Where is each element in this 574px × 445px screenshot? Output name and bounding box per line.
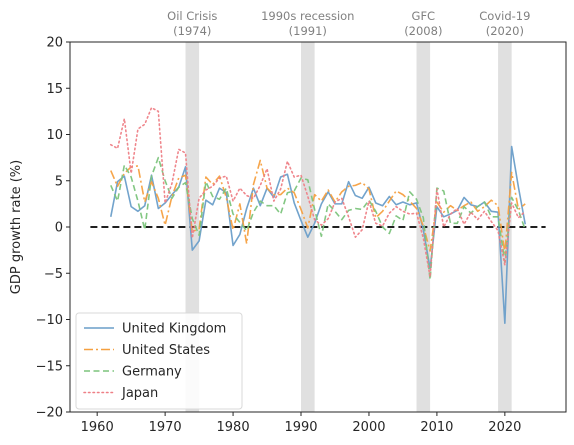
x-tick-label: 1990	[284, 420, 317, 435]
y-tick-label: −20	[36, 406, 63, 421]
legend-label-united-states: United States	[122, 343, 210, 358]
series-line-united-kingdom	[109, 145, 527, 325]
x-tick-label: 2020	[488, 420, 521, 435]
legend-box	[75, 312, 243, 410]
x-tick-label: 1970	[149, 420, 182, 435]
event-label-oil-crisis: Oil Crisis	[167, 9, 217, 23]
event-year-covid-19: (2020)	[486, 24, 524, 38]
series-line-germany	[110, 156, 526, 281]
legend: United Kingdom United States Germany Japan	[75, 312, 243, 410]
legend-label-united-kingdom: United Kingdom	[122, 322, 226, 337]
series-line-united-states	[110, 159, 526, 254]
event-label-gfc: GFC	[412, 9, 436, 23]
legend-label-germany: Germany	[122, 365, 182, 380]
event-label-covid-19: Covid-19	[479, 9, 530, 23]
x-axis: 1960 1970 1980 1990 2000 2010 2020	[81, 412, 521, 435]
y-tick-label: −10	[36, 313, 63, 328]
y-tick-label: −15	[36, 359, 63, 374]
x-tick-label: 2000	[352, 420, 385, 435]
x-tick-label: 1960	[81, 420, 114, 435]
y-axis: −20 −15 −10 −5 0 5 10 15 20	[36, 36, 70, 421]
event-labels: Oil Crisis(1974) 1990s recession(1991) GFC…	[167, 9, 530, 38]
event-year-gfc: (2008)	[404, 24, 442, 38]
event-label-1990s-recession: 1990s recession	[261, 9, 354, 23]
y-tick-label: 10	[46, 128, 63, 143]
y-tick-label: −5	[44, 267, 63, 282]
event-year-1990s-recession: (1991)	[289, 24, 327, 38]
y-axis-label: GDP growth rate (%)	[9, 160, 24, 294]
series-line-japan	[109, 106, 527, 278]
y-tick-label: 5	[55, 174, 63, 189]
y-tick-label: 20	[46, 36, 63, 51]
series-layer	[109, 106, 527, 325]
y-tick-label: 0	[55, 221, 63, 236]
event-band-covid-19	[498, 42, 512, 412]
y-tick-label: 15	[46, 82, 63, 97]
event-year-oil-crisis: (1974)	[173, 24, 211, 38]
x-tick-label: 1980	[217, 420, 250, 435]
legend-label-japan: Japan	[121, 386, 158, 401]
x-tick-label: 2010	[420, 420, 453, 435]
